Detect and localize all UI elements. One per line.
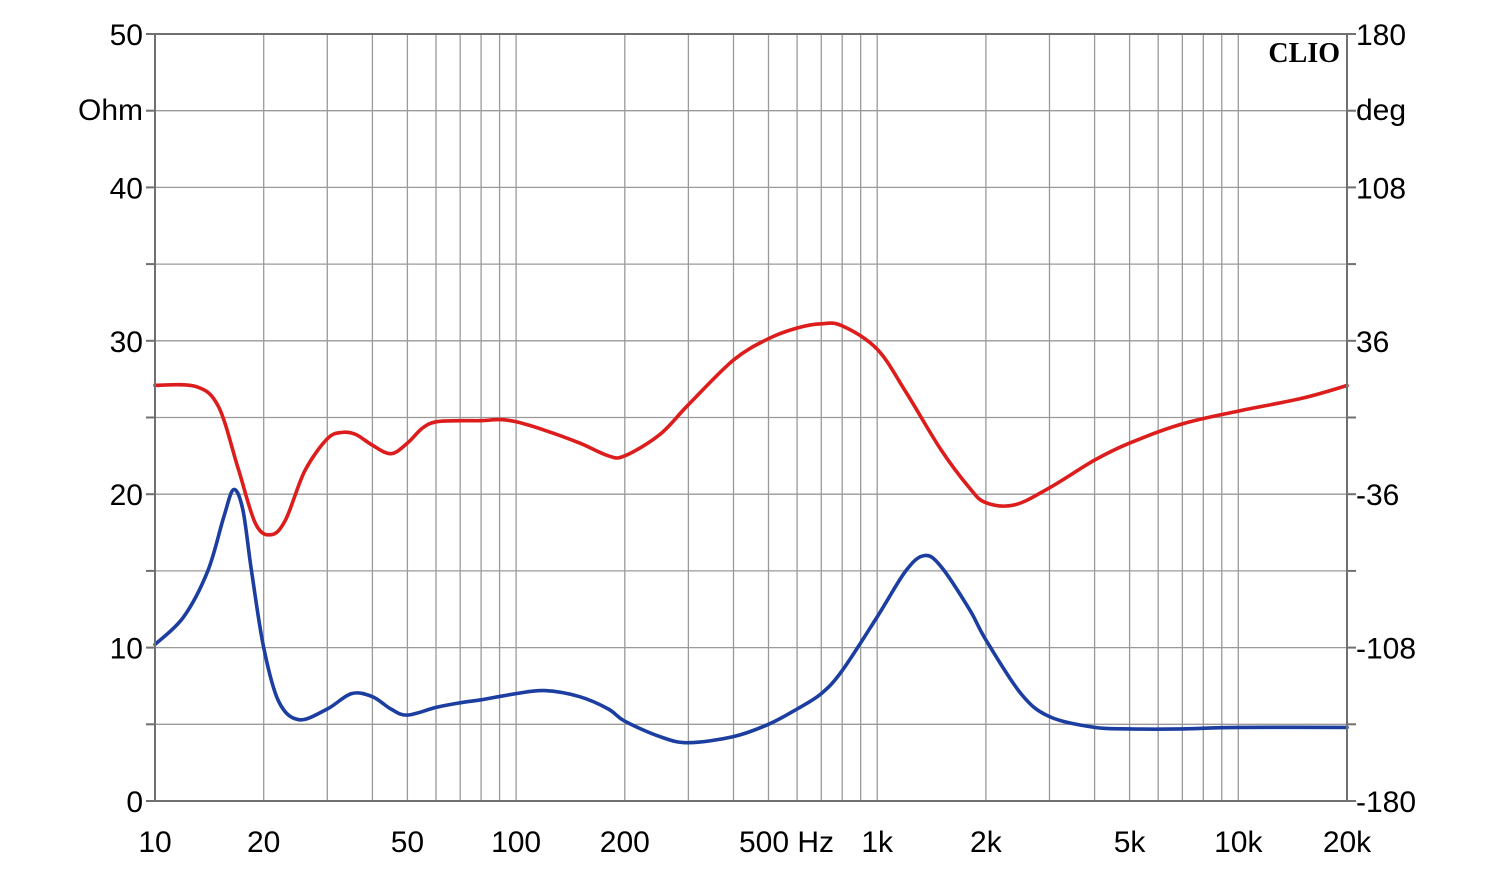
x-axis-unit-label: 500 Hz [739, 826, 834, 859]
left-tick-labels: 0 10 20 30 40 50 [110, 19, 143, 819]
x-tick-label: 1k [861, 826, 894, 859]
left-tick-label: 50 [110, 19, 143, 52]
grid [146, 33, 1356, 802]
x-tick-label: 2k [970, 826, 1003, 859]
right-tick-label: -108 [1356, 633, 1416, 666]
left-tick-label: 40 [110, 172, 143, 205]
right-tick-label: -36 [1356, 479, 1399, 512]
x-tick-label: 10 [138, 826, 171, 859]
right-axis-unit: deg [1356, 94, 1406, 127]
right-tick-labels: -180 -108 -36 36 108 180 [1356, 19, 1416, 819]
left-axis-unit: Ohm [78, 94, 143, 127]
x-tick-label: 200 [600, 826, 650, 859]
left-tick-label: 20 [110, 479, 143, 512]
right-tick-label: 108 [1356, 172, 1406, 205]
series-layer [153, 321, 1349, 745]
left-tick-label: 0 [126, 786, 143, 819]
x-tick-labels: 10 20 50 100 200 1k 2k 5k 10k 20k [138, 826, 1372, 859]
right-tick-label: -180 [1356, 786, 1416, 819]
x-tick-label: 5k [1114, 826, 1147, 859]
x-tick-label: 50 [391, 826, 424, 859]
left-tick-label: 30 [110, 326, 143, 359]
x-tick-label: 10k [1214, 826, 1263, 859]
left-tick-label: 10 [110, 633, 143, 666]
plot-frame [154, 33, 1348, 802]
brand-label: CLIO [1268, 38, 1340, 69]
x-tick-label: 20 [247, 826, 280, 859]
right-tick-label: 180 [1356, 19, 1406, 52]
x-tick-label: 20k [1323, 826, 1372, 859]
impedance-curve [153, 487, 1349, 745]
phase-curve [153, 321, 1349, 537]
right-tick-label: 36 [1356, 326, 1389, 359]
x-tick-label: 100 [491, 826, 541, 859]
